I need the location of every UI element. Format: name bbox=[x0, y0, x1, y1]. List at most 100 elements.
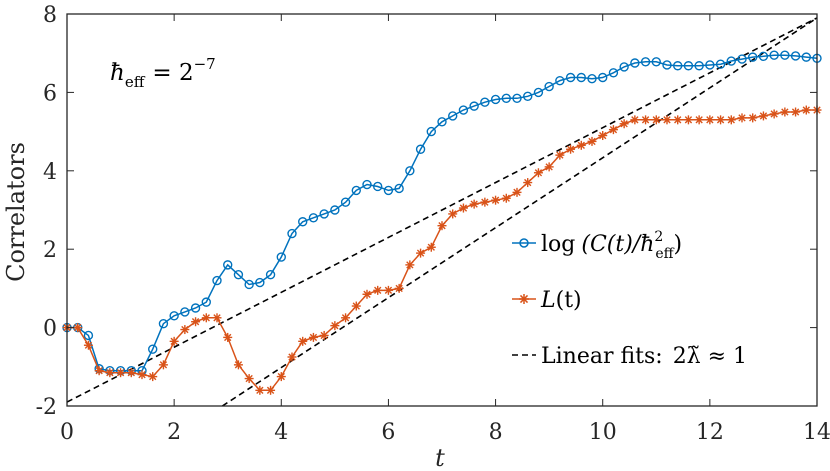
point-L bbox=[116, 368, 126, 378]
point-L bbox=[223, 332, 233, 342]
point-L bbox=[233, 360, 243, 370]
point-L bbox=[758, 111, 768, 121]
point-L bbox=[544, 162, 554, 172]
point-log bbox=[169, 311, 179, 321]
point-L bbox=[287, 352, 297, 362]
point-log bbox=[148, 344, 158, 354]
point-log bbox=[298, 217, 308, 227]
point-log bbox=[565, 72, 576, 83]
point-L bbox=[769, 109, 779, 119]
point-L bbox=[94, 366, 104, 376]
point-log bbox=[233, 269, 244, 280]
x-tick-label: 8 bbox=[489, 420, 503, 445]
point-L bbox=[608, 125, 618, 135]
point-L bbox=[362, 289, 372, 299]
x-tick-label: 6 bbox=[381, 420, 395, 445]
legend-marker-log bbox=[519, 238, 529, 248]
point-L bbox=[791, 107, 801, 117]
point-log bbox=[180, 307, 190, 317]
point-log bbox=[737, 54, 747, 64]
point-log bbox=[715, 59, 726, 69]
point-log bbox=[512, 93, 522, 103]
point-log bbox=[555, 75, 565, 86]
point-L bbox=[180, 325, 190, 335]
x-axis-label: t bbox=[435, 444, 445, 471]
point-L bbox=[244, 374, 254, 384]
point-L bbox=[716, 115, 726, 125]
point-log bbox=[790, 51, 801, 61]
point-L bbox=[191, 317, 201, 327]
series-layer bbox=[62, 50, 822, 395]
point-log bbox=[469, 101, 479, 111]
point-log bbox=[383, 185, 394, 196]
y-tick-label: 2 bbox=[43, 238, 57, 263]
y-tick-label: -2 bbox=[36, 395, 57, 420]
point-log bbox=[598, 72, 608, 83]
fit-lines bbox=[66, 17, 818, 407]
legend-label-log: log (C(t)/ħ2 eff) bbox=[541, 229, 682, 262]
point-L bbox=[266, 385, 276, 395]
point-log bbox=[351, 185, 361, 196]
point-L bbox=[673, 115, 683, 125]
point-L bbox=[651, 115, 661, 125]
hbar-annotation: ħeff = 2−7 bbox=[110, 55, 216, 91]
point-log bbox=[619, 62, 629, 72]
point-L bbox=[598, 131, 608, 141]
point-L bbox=[641, 115, 651, 125]
point-L bbox=[298, 336, 308, 346]
point-L bbox=[137, 370, 147, 380]
point-log bbox=[523, 91, 533, 102]
point-L bbox=[276, 372, 286, 382]
point-log bbox=[780, 50, 790, 60]
point-log bbox=[340, 197, 351, 207]
point-L bbox=[662, 115, 672, 125]
legend: log (C(t)/ħ2 eff) L(t) Linear fits: 2λ̃ ≈ 1 bbox=[512, 229, 747, 369]
point-log bbox=[426, 126, 436, 137]
point-log bbox=[448, 111, 458, 121]
point-log bbox=[801, 52, 811, 62]
point-L bbox=[587, 136, 597, 146]
point-L bbox=[148, 372, 158, 382]
point-log bbox=[490, 94, 501, 105]
point-L bbox=[480, 197, 490, 207]
point-log bbox=[308, 213, 319, 223]
point-log bbox=[83, 330, 94, 341]
point-log bbox=[587, 73, 597, 84]
y-tick-label: 6 bbox=[43, 81, 57, 106]
point-L bbox=[341, 313, 351, 323]
point-L bbox=[105, 368, 115, 378]
legend-marker-L bbox=[519, 294, 529, 304]
point-L bbox=[801, 105, 811, 115]
axes-box bbox=[66, 13, 818, 407]
point-log bbox=[212, 275, 222, 286]
legend-label-L: L(t) bbox=[540, 288, 582, 313]
point-L bbox=[533, 168, 543, 178]
point-L bbox=[437, 221, 447, 231]
point-L bbox=[73, 323, 83, 333]
point-L bbox=[448, 209, 458, 219]
point-L bbox=[748, 113, 758, 123]
point-log bbox=[255, 277, 265, 288]
y-tick-label: 4 bbox=[43, 160, 57, 185]
series-log-line bbox=[67, 54, 818, 372]
point-log bbox=[244, 279, 254, 290]
point-log bbox=[287, 228, 297, 239]
point-L bbox=[169, 336, 179, 346]
legend-label-fit: Linear fits: 2λ̃ ≈ 1 bbox=[541, 344, 747, 369]
point-log bbox=[276, 252, 286, 262]
point-L bbox=[405, 260, 415, 270]
point-L bbox=[619, 119, 629, 129]
point-L bbox=[737, 113, 747, 123]
point-L bbox=[158, 360, 168, 370]
point-L bbox=[501, 193, 511, 203]
point-log bbox=[544, 81, 554, 92]
point-L bbox=[576, 140, 586, 150]
x-tick-label: 2 bbox=[167, 420, 181, 445]
point-L bbox=[416, 248, 426, 258]
point-log bbox=[158, 318, 169, 329]
point-L bbox=[630, 115, 640, 125]
point-L bbox=[212, 313, 222, 323]
point-L bbox=[458, 203, 468, 213]
